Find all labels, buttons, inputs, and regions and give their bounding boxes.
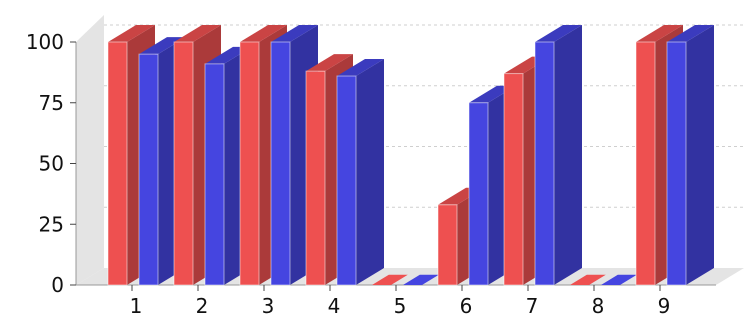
bar-front — [437, 204, 458, 286]
x-tick-label: 1 — [130, 294, 143, 318]
bar-top — [306, 54, 353, 72]
bar-top — [636, 25, 683, 42]
y-tick-label: 25 — [39, 212, 64, 236]
bar-front — [270, 41, 291, 286]
back-wall — [76, 15, 104, 285]
bar-series1-cat-5 — [372, 274, 408, 285]
x-tick-label: 8 — [592, 294, 605, 318]
bar-front — [534, 41, 555, 286]
x-tick-label: 3 — [262, 294, 275, 318]
bar-front — [666, 41, 687, 286]
bar-series2-cat-5 — [403, 274, 439, 285]
bar-front — [503, 73, 524, 286]
x-tick-label: 6 — [460, 294, 473, 318]
bar-top — [271, 25, 318, 42]
bar-front — [305, 70, 326, 286]
x-axis-ticks: 1 2 3 4 5 6 7 8 9 — [130, 285, 671, 318]
x-tick-label: 2 — [196, 294, 209, 318]
bar-front — [635, 41, 656, 286]
bar-front — [336, 75, 357, 286]
bar-top — [667, 25, 714, 42]
gridlines — [104, 24, 744, 208]
bar-top — [240, 25, 287, 42]
bar-series2-cat-8 — [601, 274, 637, 285]
bar-side — [686, 25, 714, 285]
bar-series2-cat-9 — [666, 25, 714, 286]
bar-top — [535, 25, 582, 42]
bar-top — [337, 59, 384, 77]
bar-front — [204, 63, 225, 286]
bar-series2-cat-7 — [534, 25, 582, 286]
x-tick-label: 9 — [658, 294, 671, 318]
bar-zero-top — [601, 274, 637, 285]
bars — [107, 25, 714, 286]
y-tick-label: 100 — [26, 30, 64, 54]
bar-zero-top — [403, 274, 439, 285]
y-axis-ticks: 0 25 50 75 100 — [26, 30, 76, 297]
bar-front — [468, 102, 489, 286]
y-tick-label: 75 — [39, 91, 64, 115]
y-tick-label: 0 — [51, 273, 64, 297]
bar-front — [239, 41, 260, 286]
bar-top — [108, 25, 155, 42]
bar-series1-cat-8 — [570, 274, 606, 285]
bar-zero-top — [372, 274, 408, 285]
bar-side — [554, 25, 582, 285]
bar-top — [174, 25, 221, 42]
bar-series2-cat-4 — [336, 59, 384, 286]
bar-side — [356, 59, 384, 285]
x-tick-label: 7 — [526, 294, 539, 318]
x-tick-label: 4 — [328, 294, 341, 318]
bar-front — [107, 41, 128, 286]
y-tick-label: 50 — [39, 152, 64, 176]
bar-front — [138, 53, 159, 286]
bar-zero-top — [570, 274, 606, 285]
bar-front — [173, 41, 194, 286]
x-tick-label: 5 — [394, 294, 407, 318]
bar-top — [139, 37, 186, 55]
